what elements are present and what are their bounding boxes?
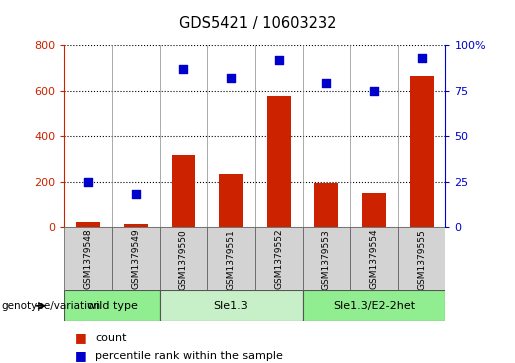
Text: GSM1379548: GSM1379548 [84, 229, 93, 289]
Bar [219, 174, 243, 227]
Text: GSM1379553: GSM1379553 [322, 229, 331, 290]
Text: GSM1379554: GSM1379554 [370, 229, 379, 289]
Bar [64, 290, 160, 321]
Bar [124, 224, 148, 227]
Bar [207, 227, 255, 290]
Text: Sle1.3/E2-2het: Sle1.3/E2-2het [333, 301, 415, 311]
Text: percentile rank within the sample: percentile rank within the sample [95, 351, 283, 361]
Text: GSM1379549: GSM1379549 [131, 229, 140, 289]
Point [274, 57, 283, 63]
Text: GSM1379550: GSM1379550 [179, 229, 188, 290]
Bar [64, 227, 112, 290]
Point [179, 66, 187, 72]
Text: GDS5421 / 10603232: GDS5421 / 10603232 [179, 16, 336, 31]
Text: Sle1.3: Sle1.3 [214, 301, 248, 311]
Bar [160, 290, 303, 321]
Text: genotype/variation: genotype/variation [1, 301, 100, 311]
Text: GSM1379552: GSM1379552 [274, 229, 283, 289]
Bar [255, 227, 303, 290]
Bar [171, 155, 195, 227]
Bar [76, 222, 100, 227]
Point [370, 88, 378, 94]
Bar [267, 97, 290, 227]
Bar [303, 290, 445, 321]
Text: GSM1379551: GSM1379551 [227, 229, 235, 290]
Point [418, 55, 426, 61]
Point [84, 179, 92, 184]
Bar [410, 76, 434, 227]
Bar [398, 227, 445, 290]
Text: ■: ■ [75, 331, 87, 344]
Bar [160, 227, 207, 290]
Bar [315, 183, 338, 227]
Text: ■: ■ [75, 349, 87, 362]
Text: GSM1379555: GSM1379555 [417, 229, 426, 290]
Point [227, 75, 235, 81]
Point [132, 191, 140, 197]
Text: count: count [95, 333, 127, 343]
Bar [303, 227, 350, 290]
Text: wild type: wild type [87, 301, 138, 311]
Point [322, 81, 331, 86]
Bar [350, 227, 398, 290]
Bar [112, 227, 160, 290]
Bar [362, 193, 386, 227]
